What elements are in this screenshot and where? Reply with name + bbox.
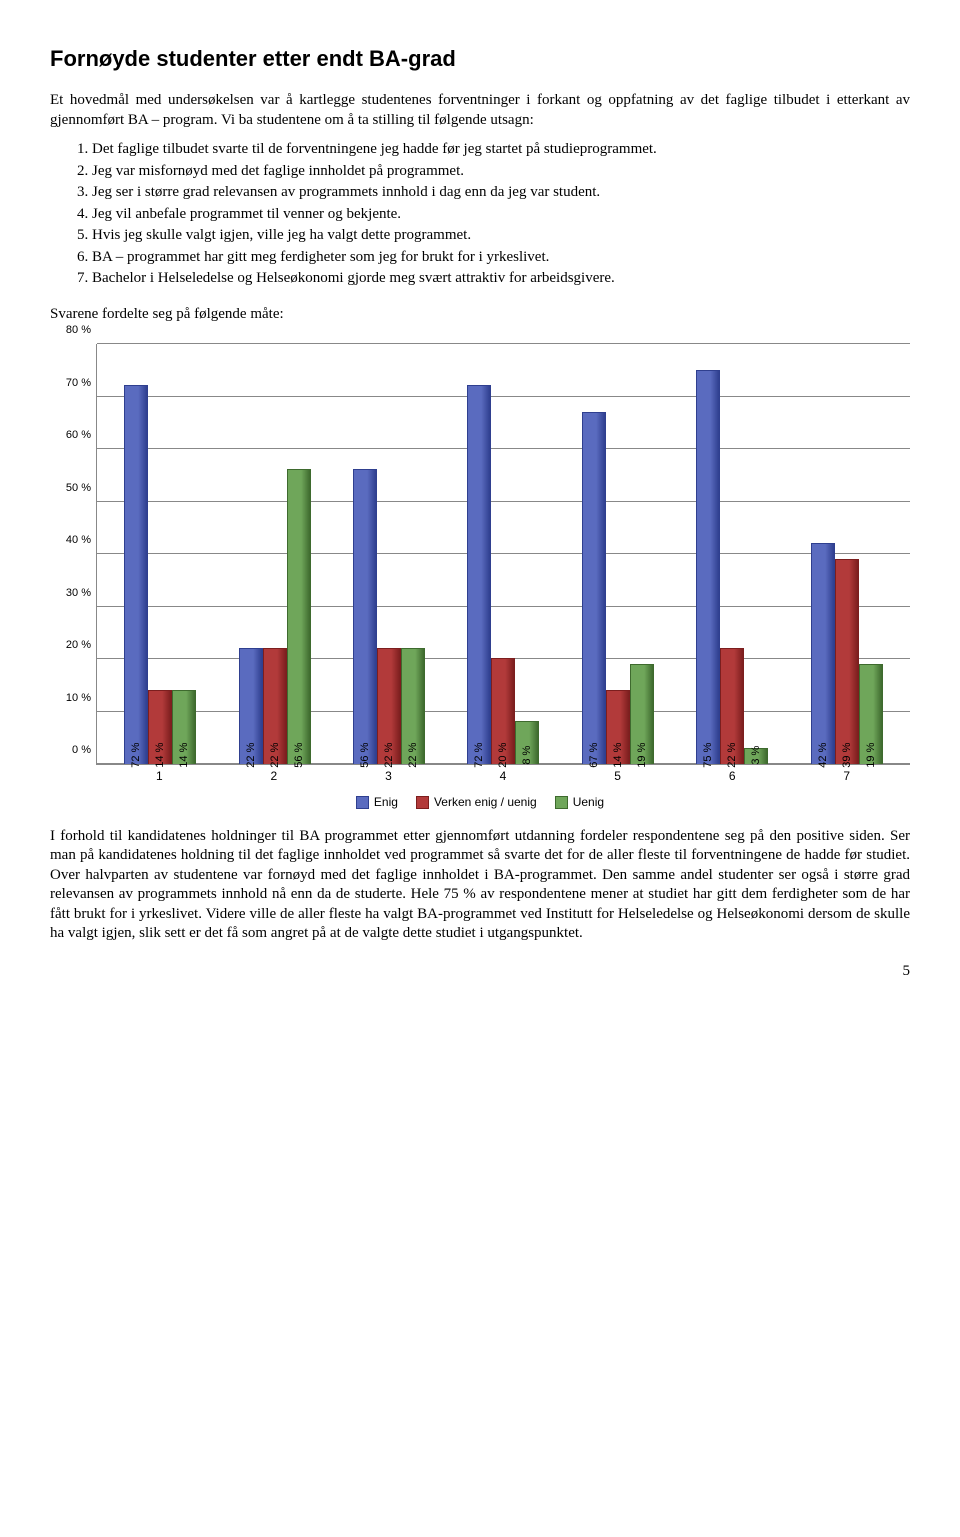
chart-bar bbox=[124, 385, 148, 764]
chart-bar-group: 42 %39 %19 % bbox=[790, 344, 904, 764]
legend-label: Verken enig / uenig bbox=[434, 795, 537, 811]
statement-item: Jeg ser i større grad relevansen av prog… bbox=[92, 183, 910, 203]
chart-bar-label: 19 % bbox=[864, 743, 878, 768]
chart-bar bbox=[582, 412, 606, 765]
chart-bar bbox=[835, 559, 859, 765]
chart-y-tick: 0 % bbox=[51, 743, 91, 757]
statement-item: Jeg vil anbefale programmet til venner o… bbox=[92, 205, 910, 225]
chart-x-tick: 2 bbox=[217, 769, 332, 785]
chart-x-tick: 3 bbox=[331, 769, 446, 785]
chart-bar-label: 22 % bbox=[406, 743, 420, 768]
chart-bar-label: 72 % bbox=[129, 743, 143, 768]
chart-legend: Enig Verken enig / uenig Uenig bbox=[50, 795, 910, 811]
chart-bar-group: 56 %22 %22 % bbox=[332, 344, 446, 764]
chart-bar-label: 56 % bbox=[291, 743, 305, 768]
statement-item: BA – programmet har gitt meg ferdigheter… bbox=[92, 248, 910, 268]
chart-bar-label: 42 % bbox=[816, 743, 830, 768]
chart-x-axis: 1234567 bbox=[96, 765, 910, 785]
chart-x-tick: 1 bbox=[102, 769, 217, 785]
chart-bar-label: 14 % bbox=[177, 743, 191, 768]
intro-paragraph: Et hovedmål med undersøkelsen var å kart… bbox=[50, 91, 910, 130]
chart-bar bbox=[467, 385, 491, 764]
chart-x-tick: 6 bbox=[675, 769, 790, 785]
chart-y-tick: 30 % bbox=[51, 585, 91, 599]
chart-y-tick: 20 % bbox=[51, 638, 91, 652]
legend-label: Enig bbox=[374, 795, 398, 811]
chart-y-tick: 80 % bbox=[51, 323, 91, 337]
chart-bar-group: 22 %22 %56 % bbox=[217, 344, 331, 764]
chart-bar-label: 22 % bbox=[725, 743, 739, 768]
chart-bar-label: 67 % bbox=[587, 743, 601, 768]
statement-item: Det faglige tilbudet svarte til de forve… bbox=[92, 140, 910, 160]
legend-swatch bbox=[416, 796, 429, 809]
chart-y-tick: 60 % bbox=[51, 428, 91, 442]
statement-item: Bachelor i Helseledelse og Helseøkonomi … bbox=[92, 269, 910, 289]
legend-item: Uenig bbox=[555, 795, 604, 811]
chart-bar-label: 75 % bbox=[701, 743, 715, 768]
statement-item: Jeg var misfornøyd med det faglige innho… bbox=[92, 162, 910, 182]
chart-bar-label: 19 % bbox=[635, 743, 649, 768]
chart-bar-group: 72 %14 %14 % bbox=[103, 344, 217, 764]
chart-bar-label: 72 % bbox=[472, 743, 486, 768]
chart-y-tick: 70 % bbox=[51, 375, 91, 389]
page-number: 5 bbox=[50, 962, 910, 982]
chart-bar-label: 14 % bbox=[611, 743, 625, 768]
legend-item: Verken enig / uenig bbox=[416, 795, 537, 811]
chart-bar-label: 22 % bbox=[267, 743, 281, 768]
chart-y-tick: 10 % bbox=[51, 690, 91, 704]
legend-label: Uenig bbox=[573, 795, 604, 811]
page-title: Fornøyde studenter etter endt BA-grad bbox=[50, 45, 910, 74]
statement-item: Hvis jeg skulle valgt igjen, ville jeg h… bbox=[92, 226, 910, 246]
lead-out: Svarene fordelte seg på følgende måte: bbox=[50, 305, 910, 325]
chart-bar bbox=[353, 469, 377, 764]
legend-swatch bbox=[356, 796, 369, 809]
chart-bar-label: 20 % bbox=[496, 743, 510, 768]
chart-bar-label: 56 % bbox=[358, 743, 372, 768]
response-chart: 72 %14 %14 %22 %22 %56 %56 %22 %22 %72 %… bbox=[50, 334, 910, 816]
chart-bar-label: 8 % bbox=[520, 746, 534, 765]
chart-y-tick: 40 % bbox=[51, 533, 91, 547]
chart-y-tick: 50 % bbox=[51, 480, 91, 494]
chart-bar-label: 3 % bbox=[749, 746, 763, 765]
chart-bar-label: 14 % bbox=[153, 743, 167, 768]
legend-swatch bbox=[555, 796, 568, 809]
chart-bar-label: 39 % bbox=[840, 743, 854, 768]
chart-x-tick: 5 bbox=[560, 769, 675, 785]
chart-bar-label: 22 % bbox=[243, 743, 257, 768]
chart-bar bbox=[811, 543, 835, 765]
chart-bar-label: 22 % bbox=[382, 743, 396, 768]
chart-bar-group: 75 %22 %3 % bbox=[675, 344, 789, 764]
legend-item: Enig bbox=[356, 795, 398, 811]
statement-list: Det faglige tilbudet svarte til de forve… bbox=[50, 140, 910, 289]
chart-bar-group: 67 %14 %19 % bbox=[561, 344, 675, 764]
chart-x-tick: 7 bbox=[789, 769, 904, 785]
chart-bar-group: 72 %20 %8 % bbox=[446, 344, 560, 764]
chart-x-tick: 4 bbox=[446, 769, 561, 785]
conclusion-paragraph: I forhold til kandidatenes holdninger ti… bbox=[50, 827, 910, 944]
chart-bar bbox=[696, 370, 720, 765]
chart-bar bbox=[287, 469, 311, 764]
